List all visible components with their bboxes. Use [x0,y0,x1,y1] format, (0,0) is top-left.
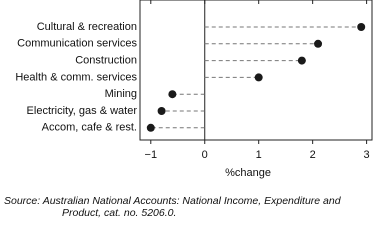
y-tick-label: Mining [105,88,137,100]
x-tick-label: 2 [310,149,316,161]
dot [314,39,323,48]
dot [168,90,177,99]
x-tick-label: 0 [202,149,208,161]
x-tick-label: −1 [145,149,158,161]
chart: Source: Australian National Accounts: Na… [4,0,373,219]
x-axis-label: %change [225,167,271,179]
dot [297,56,306,65]
x-tick-label: 3 [364,149,370,161]
y-tick-label: Communication services [17,38,137,50]
plot-frame [139,0,373,141]
source-note: Source: Australian National Accounts: Na… [4,195,342,207]
dot [146,123,155,132]
y-tick-label: Accom, cafe & rest. [42,122,137,134]
y-tick-label: Health & comm. services [15,71,137,83]
source-note: Product, cat. no. 5206.0. [62,207,176,219]
y-tick-label: Construction [75,55,137,67]
y-tick-label: Electricity, gas & water [27,105,138,117]
dot [357,23,366,31]
dot [254,73,263,82]
y-tick-label: Cultural & recreation [37,21,137,33]
x-tick-label: 1 [256,149,262,161]
dot [157,107,166,115]
